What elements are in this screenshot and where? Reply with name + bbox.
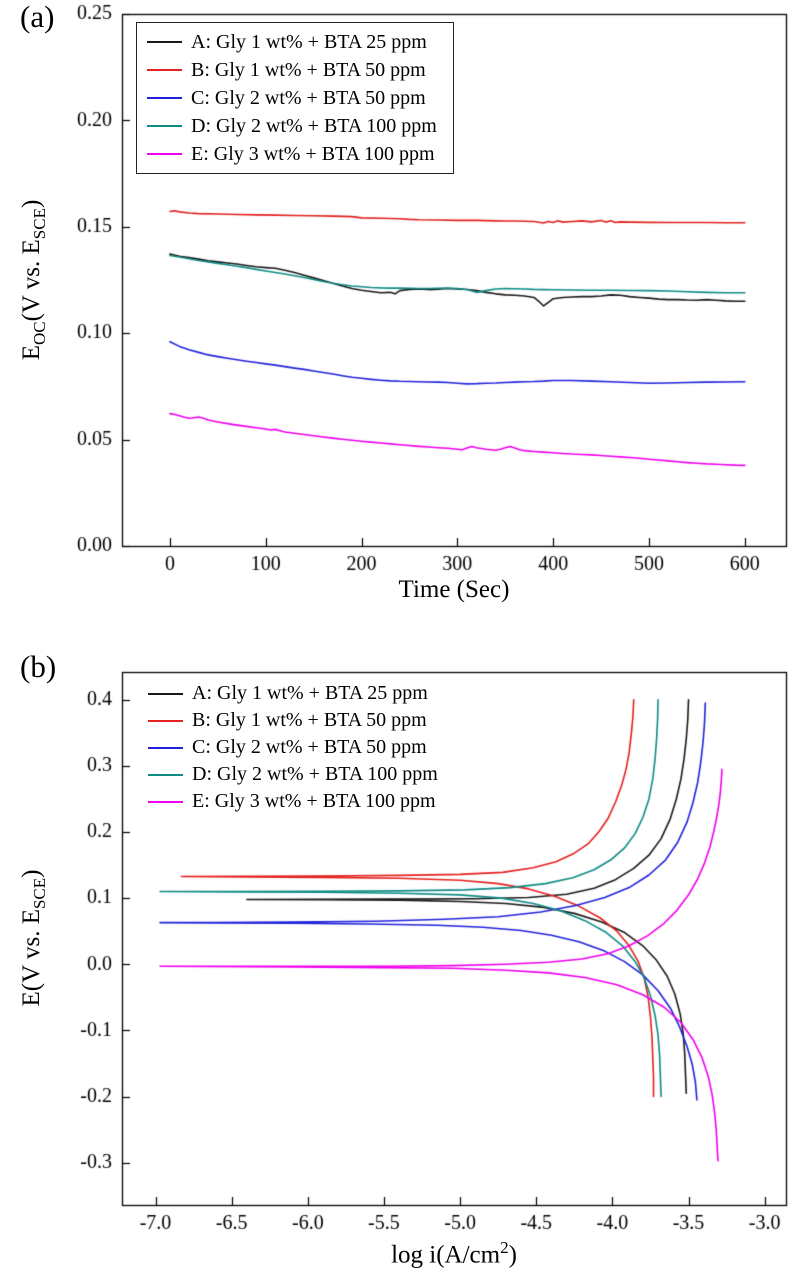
panel-a-ocp-chart: (a) EOC(V vs. ESCE) Time (Sec) A: Gly 1 …: [0, 0, 800, 630]
ylabel-subscript: SCE: [30, 208, 49, 240]
legend-label: E: Gly 3 wt% + BTA 100 ppm: [192, 790, 436, 812]
legend-item: A: Gly 1 wt% + BTA 25 ppm: [148, 680, 438, 707]
legend-label: B: Gly 1 wt% + BTA 50 ppm: [192, 709, 427, 731]
legend-a: A: Gly 1 wt% + BTA 25 ppm B: Gly 1 wt% +…: [136, 22, 454, 174]
panel-a-x-axis-label: Time (Sec): [398, 576, 510, 603]
legend-item: C: Gly 2 wt% + BTA 50 ppm: [148, 734, 438, 761]
panel-a-label: (a): [20, 0, 55, 34]
legend-item: D: Gly 2 wt% + BTA 100 ppm: [147, 112, 437, 140]
legend-label: C: Gly 2 wt% + BTA 50 ppm: [191, 86, 426, 109]
legend-line-swatch: [148, 800, 183, 803]
legend-b: A: Gly 1 wt% + BTA 25 ppm B: Gly 1 wt% +…: [148, 680, 438, 815]
legend-line-swatch: [148, 692, 183, 695]
legend-label: C: Gly 2 wt% + BTA 50 ppm: [192, 736, 427, 758]
legend-line-swatch: [147, 41, 182, 43]
ylabel-text: ): [18, 199, 45, 209]
legend-label: A: Gly 1 wt% + BTA 25 ppm: [192, 682, 428, 704]
panel-b-x-axis-label: log i(A/cm2): [391, 1238, 517, 1269]
polarization-chart-canvas: [0, 640, 800, 1280]
legend-label: D: Gly 2 wt% + BTA 100 ppm: [192, 763, 438, 785]
xlabel-text: log i(A/cm: [391, 1241, 501, 1269]
legend-item: D: Gly 2 wt% + BTA 100 ppm: [148, 761, 438, 788]
legend-line-swatch: [147, 125, 182, 127]
panel-b-y-axis-label: E(V vs. ESCE): [18, 870, 50, 1007]
legend-line-swatch: [148, 773, 183, 776]
legend-item: E: Gly 3 wt% + BTA 100 ppm: [148, 788, 438, 815]
ylabel-text: ): [18, 869, 45, 878]
legend-line-swatch: [147, 69, 182, 71]
panel-b-polarization-chart: (b) E(V vs. ESCE) log i(A/cm2) A: Gly 1 …: [0, 640, 800, 1280]
xlabel-text: ): [508, 1241, 517, 1269]
legend-item: B: Gly 1 wt% + BTA 50 ppm: [147, 56, 437, 84]
ylabel-text: (V vs. E: [18, 239, 45, 322]
panel-a-y-axis-label: EOC(V vs. ESCE): [18, 200, 50, 361]
panel-b-label: (b): [20, 649, 57, 684]
legend-line-swatch: [148, 746, 183, 749]
legend-line-swatch: [147, 97, 182, 99]
legend-label: A: Gly 1 wt% + BTA 25 ppm: [191, 30, 427, 53]
legend-label: B: Gly 1 wt% + BTA 50 ppm: [191, 58, 426, 81]
ylabel-subscript: SCE: [30, 877, 49, 910]
legend-line-swatch: [147, 153, 182, 155]
ylabel-text: E: [18, 345, 45, 361]
legend-item: A: Gly 1 wt% + BTA 25 ppm: [147, 28, 437, 56]
legend-item: C: Gly 2 wt% + BTA 50 ppm: [147, 84, 437, 112]
legend-label: E: Gly 3 wt% + BTA 100 ppm: [191, 142, 435, 165]
legend-line-swatch: [148, 719, 183, 722]
ylabel-subscript: OC: [30, 321, 49, 346]
legend-item: B: Gly 1 wt% + BTA 50 ppm: [148, 707, 438, 734]
ylabel-text: E(V vs. E: [18, 909, 45, 1007]
legend-item: E: Gly 3 wt% + BTA 100 ppm: [147, 140, 437, 168]
xlabel-superscript: 2: [500, 1238, 509, 1257]
legend-label: D: Gly 2 wt% + BTA 100 ppm: [191, 114, 437, 137]
